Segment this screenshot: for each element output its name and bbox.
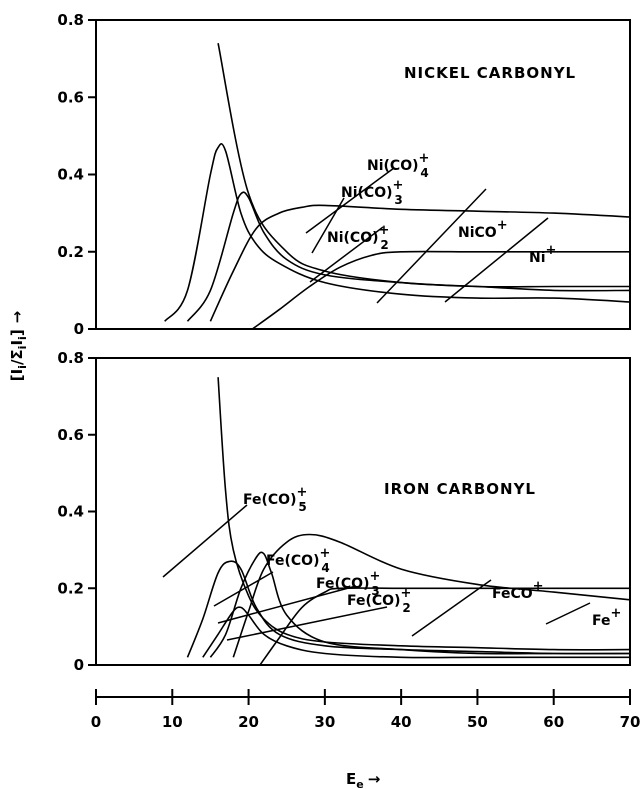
- y-label-sub3: i: [16, 336, 29, 340]
- x-tick-label: 0: [91, 713, 101, 731]
- y-label-i: I: [8, 340, 26, 346]
- series-line: [186, 191, 630, 322]
- y-axis-label: [Ii/ΣiIi]→: [8, 311, 29, 382]
- series-leader-line: [162, 504, 248, 578]
- series-leader-line: [309, 226, 384, 283]
- y-label-close: ]: [8, 329, 26, 336]
- series-label: Ni+: [529, 243, 556, 266]
- y-tick-label: 0.4: [57, 503, 84, 521]
- series-leader-line: [444, 217, 549, 303]
- iron-curves: [96, 377, 631, 666]
- y-label-slash: /: [8, 359, 26, 365]
- series-label: NiCO+: [458, 218, 508, 241]
- series-label: Fe(CO)+ 4: [266, 546, 330, 575]
- series-line: [202, 606, 630, 659]
- y-label-open: [I: [8, 369, 26, 381]
- x-axis-label-sub: e: [356, 778, 363, 789]
- x-axis: 0 10 20 30 40 50 60 70 Ee →: [91, 689, 640, 789]
- y-tick-label: 0.2: [57, 243, 84, 261]
- series-leader-line: [411, 579, 492, 637]
- series-label: Fe(CO)+ 2: [347, 586, 411, 615]
- iron-y-ticks: 0 0.2 0.4 0.6 0.8: [57, 349, 96, 674]
- series-label: Ni(CO)+ 3: [341, 178, 403, 207]
- iron-panel-title: IRON CARBONYL: [384, 480, 536, 498]
- series-leader-line: [305, 167, 395, 234]
- x-tick-label: 40: [391, 713, 412, 731]
- x-axis-label: Ee →: [346, 770, 380, 789]
- y-label-sub1: i: [16, 365, 29, 369]
- series-leader-line: [545, 602, 591, 625]
- x-tick-label: 70: [620, 713, 640, 731]
- nickel-panel: NICKEL CARBONYL 00.20.40.60.8 Ni(CO)+ 4Ni…: [57, 11, 631, 338]
- y-tick-label: 0: [74, 320, 84, 338]
- series-leader-line: [311, 197, 345, 254]
- y-tick-label: 0.8: [57, 349, 84, 367]
- x-axis-label-main: E: [346, 770, 356, 788]
- series-leader-line: [376, 188, 487, 304]
- series-leader-line: [213, 571, 274, 607]
- iron-series-labels: Fe(CO)+ 5 Fe(CO)+ 4Fe(CO)+ 3Fe(CO)+ 2 FeCO+ Fe+: [162, 485, 621, 641]
- x-tick-label: 10: [162, 713, 183, 731]
- x-tick-label: 30: [314, 713, 335, 731]
- series-label: Ni(CO)+ 4: [367, 151, 429, 180]
- y-tick-label: 0: [74, 656, 84, 674]
- y-label-arrow: →: [8, 311, 26, 324]
- y-tick-label: 0.8: [57, 11, 84, 29]
- series-line: [232, 533, 631, 658]
- svg-text:[Ii/ΣiIi]→: [Ii/ΣiIi]→: [8, 311, 29, 382]
- x-axis-label-arrow: →: [368, 770, 381, 788]
- y-tick-label: 0.6: [57, 88, 84, 106]
- y-tick-label: 0.4: [57, 166, 84, 184]
- series-label: Fe(CO)+ 5: [243, 485, 307, 514]
- series-label: Ni(CO)+ 2: [327, 223, 389, 252]
- series-label: FeCO+: [492, 579, 544, 602]
- x-tick-label: 50: [467, 713, 488, 731]
- series-label: Fe+: [592, 606, 621, 629]
- series-line: [217, 43, 631, 292]
- x-tick-label: 60: [543, 713, 564, 731]
- series-line: [209, 204, 631, 322]
- nickel-panel-title: NICKEL CARBONYL: [404, 64, 576, 82]
- nickel-series-labels: Ni(CO)+ 4Ni(CO)+ 3 Ni(CO)+ 2 NiCO+ Ni+: [305, 151, 556, 304]
- nickel-curves: [96, 43, 631, 330]
- y-tick-label: 0.6: [57, 426, 84, 444]
- series-line: [217, 377, 631, 651]
- y-tick-label: 0.2: [57, 579, 84, 597]
- series-leader-line: [226, 606, 388, 641]
- series-leader-line: [217, 585, 357, 624]
- nickel-y-ticks: 0 0.2 0.4 0.6 0.8: [57, 11, 96, 338]
- series-line: [251, 250, 630, 330]
- x-tick-label: 20: [238, 713, 259, 731]
- iron-panel: IRON CARBONYL 00.20.40.60.8 Fe(CO)+ 5Fe(C…: [57, 349, 631, 674]
- iron-plot-frame: [95, 357, 631, 666]
- series-line: [186, 560, 631, 658]
- series-label: Fe(CO)+ 3: [316, 569, 380, 598]
- series-line: [164, 143, 631, 322]
- x-axis-ticks: 0 10 20 30 40 50 60 70: [91, 689, 640, 731]
- y-label-sigma: Σ: [8, 349, 26, 359]
- y-label-sub2: i: [16, 346, 29, 350]
- series-line: [209, 551, 630, 658]
